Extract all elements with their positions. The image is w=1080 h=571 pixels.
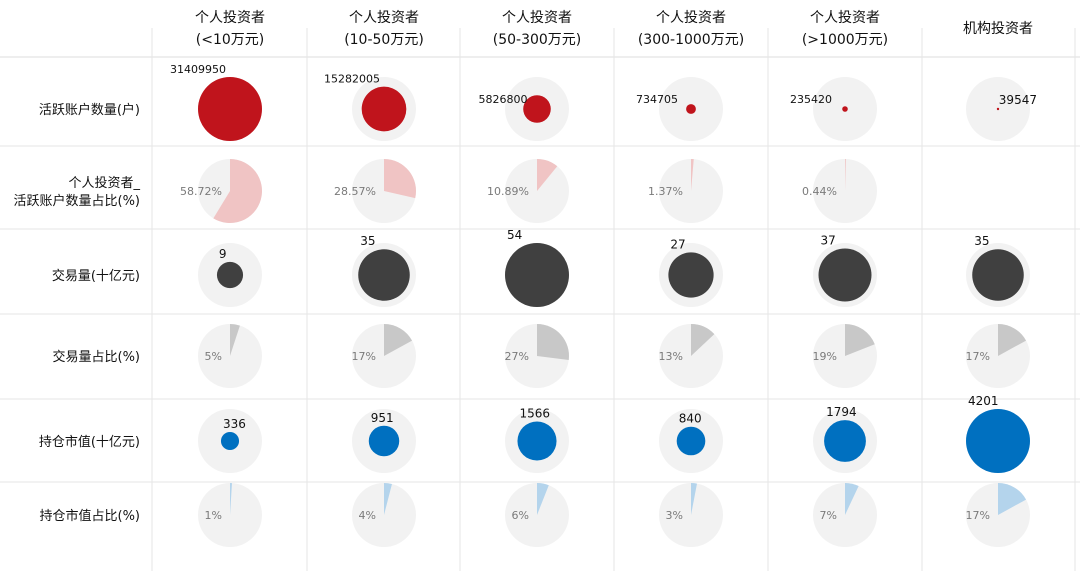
share-label: 58.72% <box>180 185 222 198</box>
value-label: 336 <box>223 417 246 431</box>
value-bubble <box>972 249 1024 301</box>
share-wedge <box>845 323 875 356</box>
value-bubble <box>842 106 848 112</box>
table-cells: 31409950 15282005 5826800 734705 235420 39547… <box>170 63 1037 547</box>
share-wedge <box>230 324 240 356</box>
value-bubble <box>824 420 866 462</box>
share-label: 27% <box>505 350 529 363</box>
value-label: 15282005 <box>324 73 380 86</box>
value-label: 31409950 <box>170 63 226 76</box>
table-grid-lines <box>0 28 1080 571</box>
value-label: 9 <box>219 247 227 261</box>
column-header-line1: 个人投资者 <box>810 10 880 26</box>
value-label: 54 <box>507 228 522 242</box>
row-label: 持仓市值占比(%) <box>40 508 141 524</box>
share-label: 17% <box>352 350 376 363</box>
value-label: 840 <box>679 412 702 426</box>
value-label: 35 <box>360 234 375 248</box>
value-label: 39547 <box>999 93 1037 107</box>
column-header-line2: (300-1000万元) <box>638 32 744 48</box>
row-label: 交易量(十亿元) <box>52 268 140 284</box>
share-wedge <box>230 483 233 515</box>
column-header-line2: (50-300万元) <box>493 32 582 48</box>
value-label: 1566 <box>519 406 550 420</box>
column-header-line2: (>1000万元) <box>802 32 888 48</box>
value-label: 235420 <box>790 93 832 106</box>
row-label: 交易量占比(%) <box>53 349 141 365</box>
value-bubble <box>198 77 262 141</box>
column-headers: 个人投资者 (<10万元) 个人投资者 (10-50万元) 个人投资者 (50-300万元… <box>195 10 1033 48</box>
value-label: 734705 <box>636 93 678 106</box>
share-label: 1% <box>205 509 222 522</box>
value-bubble <box>966 409 1030 473</box>
value-label: 951 <box>371 411 394 425</box>
row-labels: 活跃账户数量(户) 个人投资者_ 活跃账户数量占比(%) 交易量(十亿元) 交易量占比(… <box>14 102 141 524</box>
share-wedge <box>537 324 569 361</box>
value-bubble <box>818 248 872 302</box>
share-wedge <box>384 323 413 356</box>
share-label: 7% <box>820 509 837 522</box>
row-label: 活跃账户数量(户) <box>39 102 140 118</box>
share-wedge <box>998 483 1027 515</box>
share-wedge <box>537 159 558 191</box>
value-bubble <box>505 243 569 307</box>
share-wedge <box>691 159 694 191</box>
share-label: 17% <box>966 509 990 522</box>
column-header-line2: (<10万元) <box>196 32 264 48</box>
value-bubble <box>216 261 244 289</box>
value-bubble <box>368 425 400 457</box>
value-bubble <box>668 252 714 298</box>
column-header-line1: 个人投资者 <box>656 10 726 26</box>
share-wedge <box>845 483 859 515</box>
share-label: 0.44% <box>802 185 837 198</box>
share-wedge <box>691 483 697 515</box>
share-wedge <box>384 483 392 515</box>
share-wedge <box>691 324 715 356</box>
column-header-line1: 个人投资者 <box>502 10 572 26</box>
share-wedge <box>537 483 549 515</box>
value-label: 5826800 <box>479 93 528 106</box>
row-label: 持仓市值(十亿元) <box>39 434 140 450</box>
column-header-line2: (10-50万元) <box>344 32 424 48</box>
share-wedge <box>845 159 846 191</box>
value-label: 35 <box>974 234 989 248</box>
column-header-line1: 个人投资者 <box>195 10 265 26</box>
value-bubble <box>676 426 706 456</box>
column-header-line1: 个人投资者 <box>349 10 419 26</box>
share-label: 19% <box>813 350 837 363</box>
share-label: 5% <box>205 350 222 363</box>
row-label: 活跃账户数量占比(%) <box>14 193 141 209</box>
value-bubble <box>523 95 551 123</box>
share-wedge <box>998 324 1027 356</box>
column-header-line1: 机构投资者 <box>963 21 1033 37</box>
value-bubble <box>517 421 557 461</box>
share-label: 17% <box>966 350 990 363</box>
value-bubble <box>361 86 407 132</box>
value-label: 4201 <box>968 394 999 408</box>
share-label: 4% <box>359 509 376 522</box>
share-wedge <box>384 159 416 199</box>
share-label: 3% <box>666 509 683 522</box>
share-wedge <box>213 159 263 224</box>
share-label: 10.89% <box>487 185 529 198</box>
value-label: 1794 <box>826 405 857 419</box>
share-label: 13% <box>659 350 683 363</box>
value-bubble <box>358 249 410 301</box>
share-label: 6% <box>512 509 529 522</box>
value-label: 37 <box>821 234 836 248</box>
value-bubble <box>686 104 696 114</box>
share-label: 1.37% <box>648 185 683 198</box>
value-bubble <box>996 107 1000 111</box>
value-bubble <box>220 431 240 451</box>
share-label: 28.57% <box>334 185 376 198</box>
row-label: 个人投资者_ <box>68 175 140 191</box>
value-label: 27 <box>670 237 685 251</box>
